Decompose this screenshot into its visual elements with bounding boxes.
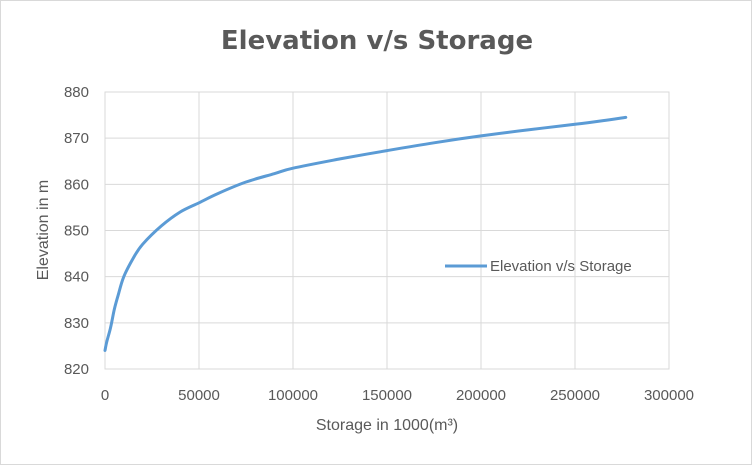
x-tick-label: 0: [101, 387, 109, 404]
tick-layer: 0 50000 100000 150000 200000 250000 300000 820 8…: [64, 84, 694, 404]
y-tick-label: 820: [64, 361, 89, 378]
legend-label: Elevation v/s Storage: [490, 258, 632, 275]
series-layer: [103, 115, 628, 352]
x-tick-label: 50000: [178, 387, 220, 404]
y-tick-label: 870: [64, 130, 89, 147]
y-axis-label: Elevation in m: [35, 180, 52, 281]
chart-title: Elevation v/s Storage: [221, 26, 533, 56]
series-line-0: [103, 115, 628, 352]
y-tick-label: 860: [64, 176, 89, 193]
x-axis-label: Storage in 1000(m³): [316, 417, 458, 434]
plot-area: [104, 91, 670, 370]
x-tick-label: 300000: [644, 387, 694, 404]
grid-layer: [104, 91, 670, 370]
x-tick-label: 200000: [456, 387, 506, 404]
y-tick-label: 850: [64, 223, 89, 240]
y-tick-label: 880: [64, 84, 89, 101]
x-tick-label: 150000: [362, 387, 412, 404]
x-tick-label: 100000: [268, 387, 318, 404]
legend: Elevation v/s Storage: [445, 258, 632, 275]
y-tick-label: 830: [64, 315, 89, 332]
y-tick-label: 840: [64, 269, 89, 286]
x-tick-label: 250000: [550, 387, 600, 404]
